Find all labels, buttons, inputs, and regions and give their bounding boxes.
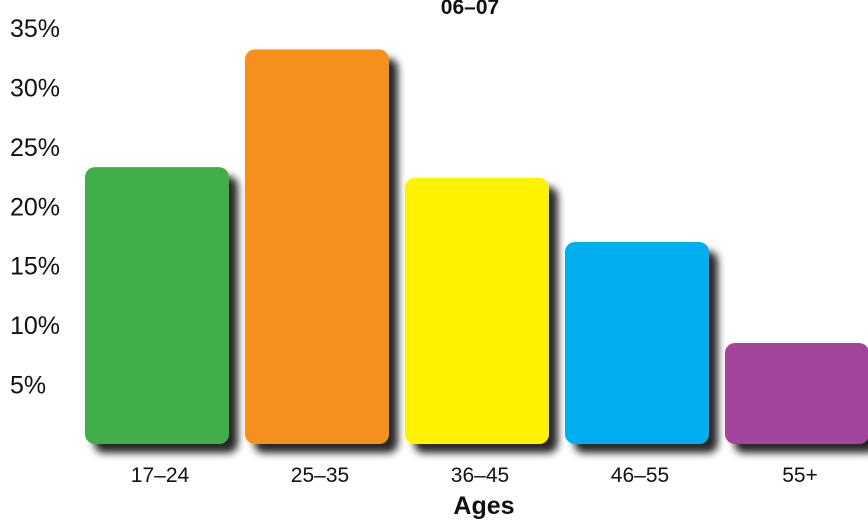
bar bbox=[565, 241, 709, 444]
bar bbox=[405, 177, 549, 444]
x-tick-label: 17–24 bbox=[131, 464, 190, 487]
bars bbox=[85, 49, 868, 444]
x-axis-label: Ages bbox=[453, 492, 514, 520]
y-tick-label: 15% bbox=[10, 253, 60, 281]
bar bbox=[725, 342, 868, 444]
y-tick-label: 10% bbox=[10, 312, 60, 340]
y-tick-label: 30% bbox=[10, 74, 60, 102]
y-tick-label: 20% bbox=[10, 193, 60, 221]
y-axis-ticks: 5% 10% 15% 20% 25% 30% 35% bbox=[10, 15, 60, 400]
x-axis-ticks: 17–24 25–35 36–45 46–55 55+ bbox=[131, 464, 818, 487]
bar bbox=[245, 49, 389, 444]
y-tick-label: 25% bbox=[10, 134, 60, 162]
chart-title: 06–07 bbox=[441, 0, 499, 19]
x-tick-label: 25–35 bbox=[291, 464, 349, 487]
x-tick-label: 46–55 bbox=[611, 464, 669, 487]
y-tick-label: 5% bbox=[10, 372, 46, 400]
x-tick-label: 36–45 bbox=[451, 464, 509, 487]
x-tick-label: 55+ bbox=[782, 464, 818, 487]
bar bbox=[85, 167, 229, 444]
y-tick-label: 35% bbox=[10, 15, 60, 43]
